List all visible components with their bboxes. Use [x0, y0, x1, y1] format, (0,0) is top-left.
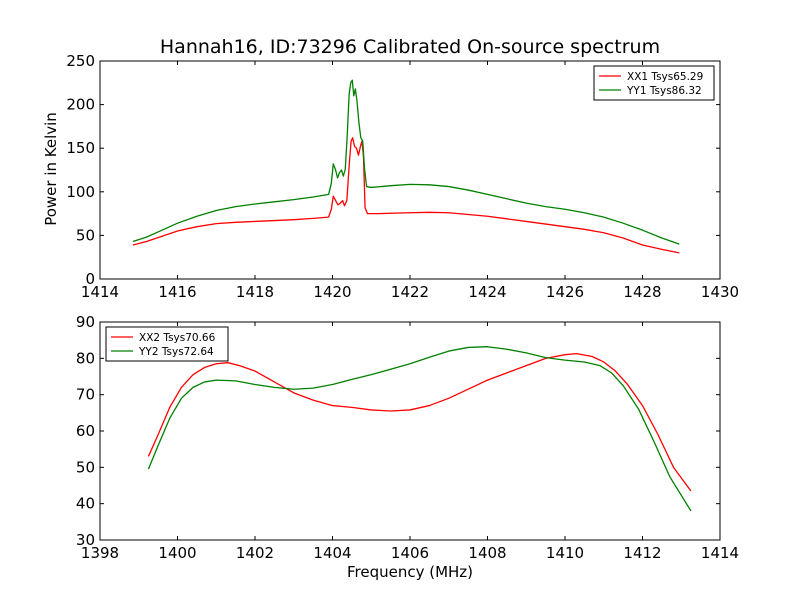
legend-label: XX1 Tsys65.29 — [627, 71, 703, 83]
y-tick-label: 90 — [76, 313, 95, 331]
series-line-2 — [147, 346, 692, 512]
legend-box — [105, 326, 229, 362]
y-tick-label: 50 — [76, 226, 95, 244]
y-axis-label: Power in Kelvin — [42, 112, 60, 226]
y-tick-label: 80 — [76, 349, 95, 367]
x-tick-label: 1408 — [468, 544, 506, 562]
y-tick-label: 50 — [76, 458, 95, 476]
legend-label: YY2 Tsys72.64 — [138, 346, 214, 358]
y-tick-label: 30 — [76, 531, 95, 549]
x-tick-label: 1414 — [701, 544, 739, 562]
chart-title: Hannah16, ID:73296 Calibrated On-source … — [160, 36, 660, 58]
x-tick-label: 1406 — [391, 544, 429, 562]
y-tick-label: 100 — [66, 183, 95, 201]
legend-label: XX2 Tsys70.66 — [139, 332, 216, 344]
x-tick-label: 1416 — [158, 283, 196, 301]
x-tick-label: 1428 — [623, 283, 661, 301]
x-tick-label: 1422 — [391, 283, 429, 301]
legend-label: YY1 Tsys86.32 — [626, 85, 702, 97]
x-tick-label: 1414 — [81, 283, 119, 301]
series-line-1 — [147, 352, 692, 492]
series-line-1 — [132, 137, 680, 254]
top-spectrum-panel: 1414 1416 1418 1420 1422 1424 1426 1428 1430 0 50 1… — [66, 52, 739, 301]
x-axis-label: Frequency (MHz) — [347, 563, 473, 581]
x-tick-label: 1402 — [236, 544, 274, 562]
x-tick-label: 1398 — [81, 544, 119, 562]
x-tick-label: 1430 — [701, 283, 739, 301]
y-tick-label: 70 — [76, 386, 95, 404]
x-tick-label: 1400 — [158, 544, 196, 562]
x-tick-label: 1412 — [623, 544, 661, 562]
y-tick-label: 60 — [76, 422, 95, 440]
x-tick-label: 1410 — [546, 544, 584, 562]
y-tick-label: 250 — [66, 52, 95, 70]
x-tick-label: 1424 — [468, 283, 506, 301]
y-tick-label: 0 — [85, 270, 95, 288]
x-tick-label: 1418 — [236, 283, 274, 301]
legend-box — [593, 65, 715, 101]
x-tick-label: 1426 — [546, 283, 584, 301]
x-tick-label: 1404 — [313, 544, 351, 562]
x-tick-label: 1420 — [313, 283, 351, 301]
series-line-2 — [132, 79, 680, 245]
y-tick-label: 150 — [66, 139, 95, 157]
bottom-spectrum-panel: 1398 1400 1402 1404 1406 1408 1410 1412 1414 30 40… — [76, 313, 739, 562]
y-tick-label: 40 — [76, 495, 95, 513]
y-tick-label: 200 — [66, 96, 95, 114]
